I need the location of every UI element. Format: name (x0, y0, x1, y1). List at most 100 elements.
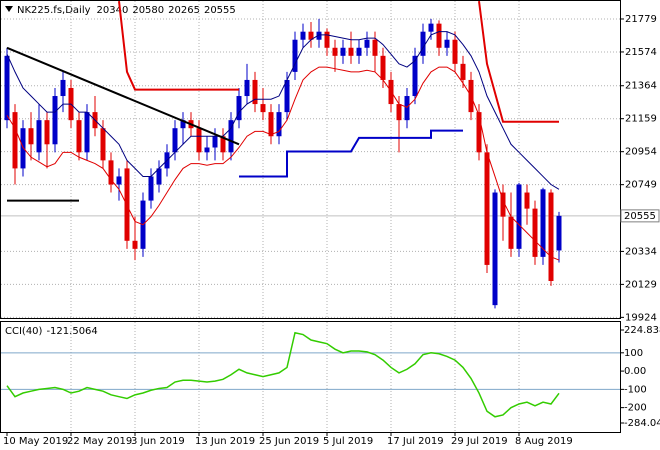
candle-body (380, 55, 386, 80)
cci-header: CCI(40) -121.5064 (5, 326, 98, 337)
candle-body (492, 192, 498, 306)
high-value: 20580 (132, 5, 164, 16)
candle-body (452, 39, 458, 64)
candle-body (100, 128, 106, 161)
close-value: 20555 (204, 5, 236, 16)
candle-body (532, 208, 538, 257)
candle-body (180, 120, 186, 129)
cci-panel (0, 321, 621, 433)
current-price-box (620, 209, 660, 223)
candle-body (236, 96, 242, 121)
main-panel (0, 0, 621, 319)
y-tick-label: -284.044 (624, 418, 660, 429)
candle-body (516, 184, 522, 249)
candle-body (372, 39, 378, 56)
candle-body (340, 47, 346, 56)
candle-body (540, 189, 546, 257)
y-tick-label: 224.8386 (624, 325, 660, 336)
candle-body (172, 128, 178, 153)
candle-body (436, 23, 442, 48)
candle-body (20, 128, 26, 169)
candle-body (460, 63, 466, 80)
candle-body (524, 192, 530, 209)
x-tick-label: 13 Jun 2019 (195, 436, 255, 447)
candle-body (228, 120, 234, 153)
low-value: 20265 (168, 5, 200, 16)
overlay-line (6, 46, 240, 146)
menu-icon (5, 6, 13, 12)
cci-value: -121.5064 (46, 326, 97, 337)
x-tick-label: 25 Jun 2019 (259, 436, 319, 447)
candle-body (244, 79, 250, 97)
current-price-label: 20555 (624, 211, 656, 222)
cci-title: CCI(40) (5, 326, 43, 337)
candle-body (324, 31, 330, 48)
candle-body (12, 112, 18, 169)
y-tick-label: -200 (624, 403, 647, 414)
candle-body (428, 23, 434, 32)
candle-body (348, 47, 354, 56)
symbol-title: NK225.fs,Daily (17, 5, 91, 16)
candle-body (116, 176, 122, 185)
x-tick-label: 17 Jul 2019 (387, 436, 444, 447)
candle-body (556, 215, 562, 251)
x-tick-label: 22 May 2019 (67, 436, 132, 447)
candle-body (52, 96, 58, 145)
candle-body (444, 39, 450, 48)
candle-body (204, 147, 210, 153)
candle-body (316, 31, 322, 40)
candle-body (300, 31, 306, 40)
x-tick-label: 3 Jun 2019 (131, 436, 185, 447)
candle-body (356, 47, 362, 56)
candle-body (476, 112, 482, 153)
candle-body (500, 192, 506, 217)
candle-body (28, 128, 34, 145)
x-tick-label: 5 Jul 2019 (323, 436, 373, 447)
candle-body (76, 120, 82, 153)
x-tick-label: 8 Aug 2019 (515, 436, 573, 447)
candle-body (196, 128, 202, 153)
candle-body (548, 192, 554, 282)
candle-body (404, 96, 410, 121)
candle-body (36, 120, 42, 153)
y-tick-label: 21159 (625, 114, 657, 125)
y-tick-label: 20954 (625, 147, 657, 158)
open-value: 20340 (97, 5, 129, 16)
candle-body (284, 79, 290, 113)
candle-body (132, 240, 138, 249)
candle-body (4, 55, 10, 121)
y-tick-label: -100 (624, 384, 647, 395)
x-tick-label: 10 May 2019 (3, 436, 68, 447)
candle-body (484, 152, 490, 265)
candle-body (108, 160, 114, 185)
candle-body (44, 120, 50, 145)
overlay-line (239, 129, 463, 178)
candle-body (156, 168, 162, 185)
y-tick-label: 20334 (625, 246, 657, 257)
candle-body (292, 39, 298, 72)
y-tick-label: 21779 (625, 14, 657, 25)
candle-body (60, 79, 66, 97)
candle-body (364, 39, 370, 48)
candle-body (84, 112, 90, 153)
candle-body (148, 176, 154, 201)
candle-body (332, 47, 338, 56)
y-tick-label: 21364 (625, 81, 657, 92)
y-tick-label: 20129 (625, 279, 657, 290)
overlay-line (478, 0, 559, 123)
overlay-line (6, 66, 560, 261)
candle-body (220, 136, 226, 153)
y-tick-label: 20749 (625, 180, 657, 191)
y-tick-label: 100 (624, 348, 643, 359)
candle-body (508, 216, 514, 249)
candle-body (252, 79, 258, 105)
y-tick-label: 19924 (625, 312, 657, 323)
cci-line (6, 331, 560, 418)
candle-body (308, 31, 314, 40)
candle-body (276, 112, 282, 137)
chart-header: NK225.fs,Daily 20340 20580 20265 20555 (17, 5, 236, 16)
candle-body (412, 55, 418, 97)
candle-body (212, 136, 218, 148)
